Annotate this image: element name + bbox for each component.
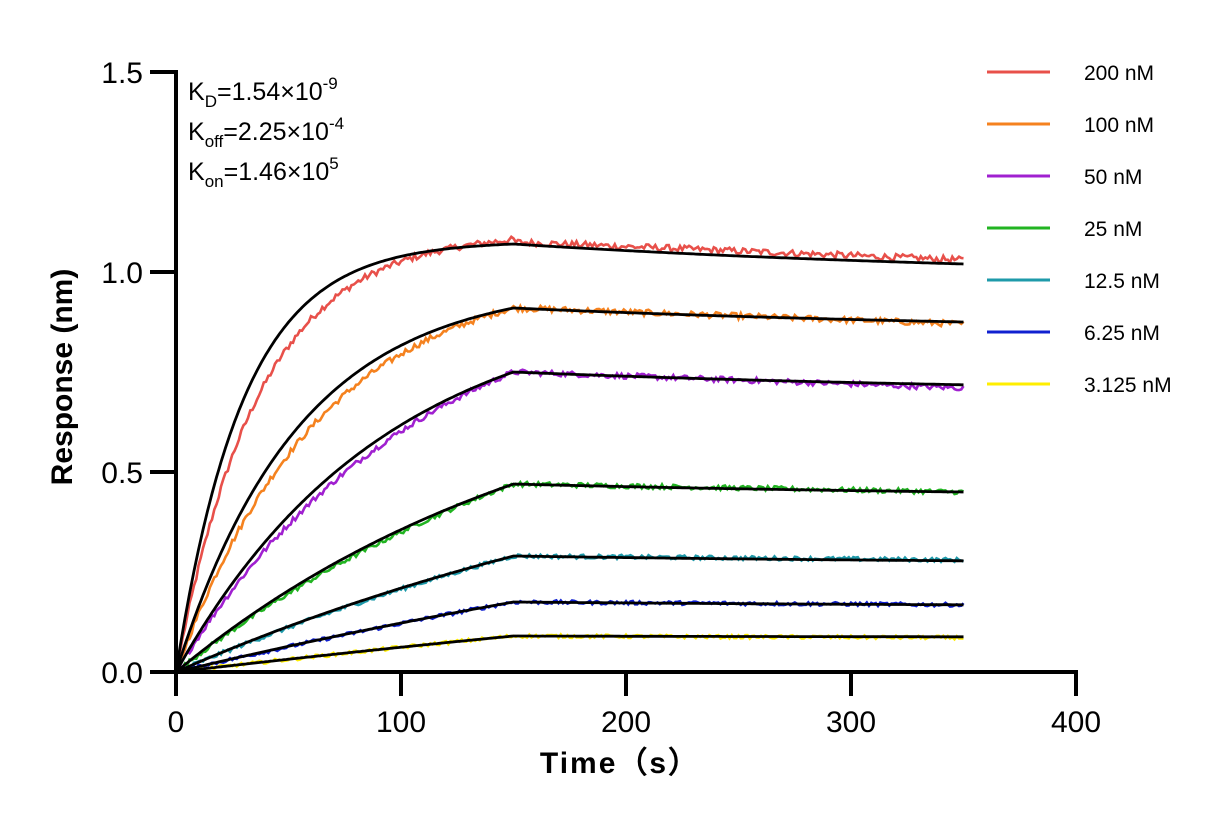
series-line-3.125-nm [175,632,964,675]
y-tick-label: 0.0 [101,657,143,690]
series-line-200-nm [174,234,964,673]
x-axis-title: Time（s） [540,746,700,780]
x-tick-label: 200 [601,706,651,739]
series-line-100-nm [174,303,965,673]
x-tick-label: 100 [376,706,426,739]
curves-layer [174,234,965,675]
fit-curve [175,554,964,674]
kinetic-constant-on: Kon=1.46×105 [188,154,339,191]
legend-label: 25 nM [1084,218,1142,241]
legend-label: 50 nM [1084,166,1142,189]
fit-curve [174,370,964,673]
fit-curve [174,306,964,673]
legend-label: 200 nM [1084,62,1154,85]
fit-curves-layer [174,242,964,674]
legend: 200 nM 100 nM 50 nM 25 nM 12.5 nM 6.25 nM 3.12… [987,62,1172,397]
y-axis-title: Response (nm) [46,269,79,486]
fit-curve [175,634,964,674]
legend-label: 100 nM [1084,114,1154,137]
x-ticks: 0 100 200 300 400 [168,672,1101,739]
kinetic-constant-off: Koff=2.25×10-4 [188,114,344,151]
series-line-12.5-nm [175,552,965,674]
x-tick-label: 0 [168,706,185,739]
y-tick-label: 1.0 [101,257,143,290]
y-tick-label: 0.5 [101,457,143,490]
y-ticks: 0.0 0.5 1.0 1.5 [101,57,176,690]
fit-curve [175,482,964,674]
y-tick-label: 1.5 [101,57,143,90]
x-tick-label: 400 [1051,706,1101,739]
legend-label: 3.125 nM [1084,374,1172,397]
fit-curve [174,242,964,673]
fit-curve [175,600,964,674]
x-tick-label: 300 [826,706,876,739]
legend-label: 12.5 nM [1084,270,1160,293]
legend-label: 6.25 nM [1084,322,1160,345]
kinetic-constant-d: KD=1.54×10-9 [188,74,338,111]
